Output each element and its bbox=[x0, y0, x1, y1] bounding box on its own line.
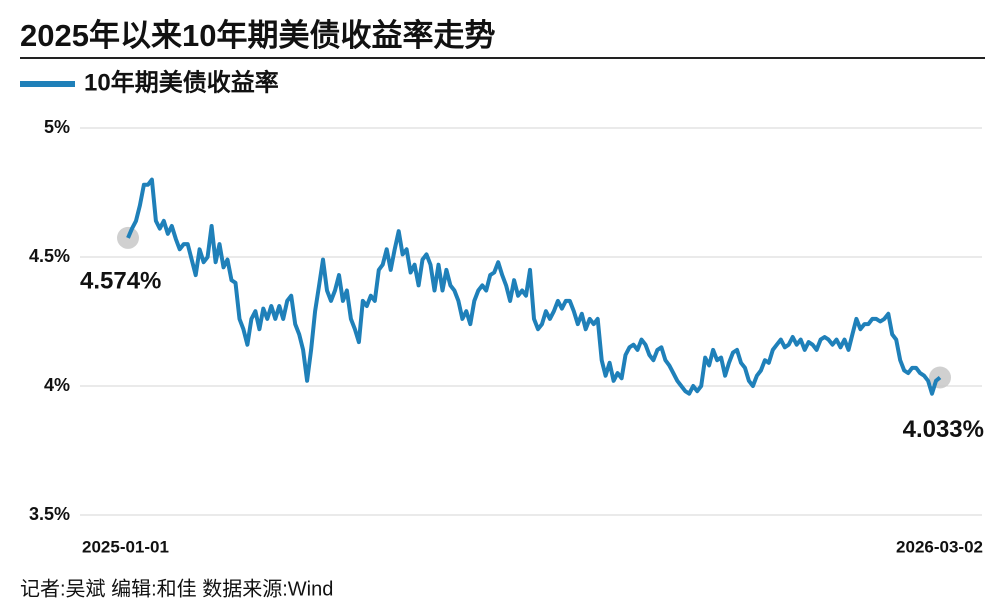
legend-label: 10年期美债收益率 bbox=[84, 68, 279, 96]
chart-title: 2025年以来10年期美债收益率走势 bbox=[20, 18, 495, 53]
x-tick-label: 2026-03-02 bbox=[896, 537, 983, 556]
value-label: 4.574% bbox=[80, 267, 161, 294]
y-tick-label: 4.5% bbox=[29, 246, 70, 266]
value-label: 4.033% bbox=[903, 416, 984, 443]
line-series bbox=[126, 177, 942, 396]
highlight-dot bbox=[929, 366, 951, 389]
x-tick-label: 2025-01-01 bbox=[82, 537, 169, 556]
source-note: 记者:吴斌 编辑:和佳 数据来源:Wind bbox=[20, 577, 333, 600]
highlight-dot bbox=[117, 226, 139, 249]
y-tick-label: 5% bbox=[44, 117, 70, 137]
y-tick-label: 4% bbox=[44, 375, 70, 395]
y-tick-label: 3.5% bbox=[29, 504, 70, 524]
